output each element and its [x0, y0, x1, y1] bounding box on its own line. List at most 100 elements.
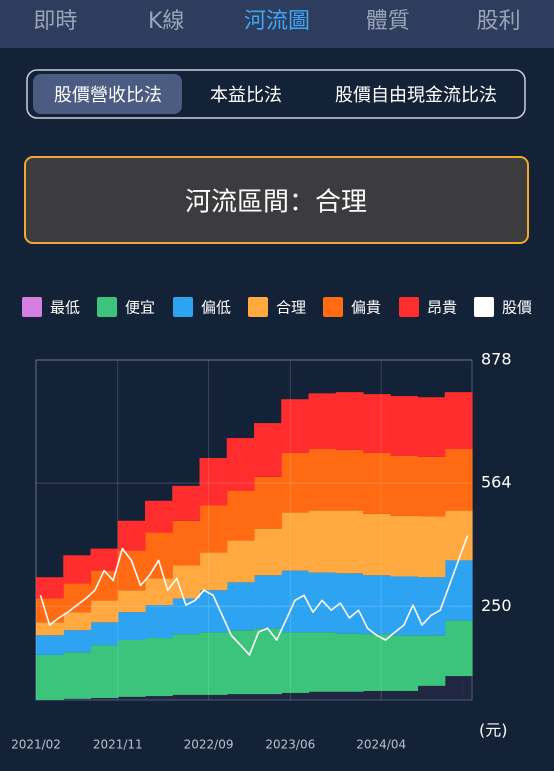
method-option[interactable]: 股價營收比法 — [54, 85, 162, 106]
band-segment — [453, 620, 464, 677]
band-segment — [72, 612, 83, 631]
band-segment — [54, 635, 64, 655]
x-tick-label: 2023/06 — [265, 738, 315, 752]
band-segment — [272, 575, 282, 629]
band-segment — [135, 550, 146, 591]
band-segment — [299, 512, 310, 571]
band-segment — [372, 575, 382, 635]
band-segment — [426, 397, 437, 457]
band-segment — [117, 590, 128, 613]
band-segment — [263, 476, 273, 529]
band-segment — [308, 632, 319, 692]
band-segment — [181, 485, 192, 521]
band-segment — [163, 696, 173, 700]
band-segment — [353, 510, 364, 574]
band-segment — [353, 633, 364, 692]
tab[interactable]: 體質 — [366, 9, 410, 34]
band-segment — [135, 696, 146, 700]
band-segment — [254, 694, 264, 700]
legend-label: 昂貴 — [427, 299, 457, 317]
band-segment — [326, 572, 337, 633]
band-segment — [399, 515, 410, 577]
band-segment — [408, 455, 419, 516]
band-segment — [199, 694, 210, 700]
band-segment — [335, 691, 346, 700]
band-segment — [199, 458, 210, 506]
band-segment — [363, 513, 373, 576]
band-segment — [244, 438, 255, 491]
tab[interactable]: 即時 — [33, 9, 77, 34]
band-segment — [254, 575, 264, 629]
legend-label: 股價 — [502, 299, 532, 317]
band-segment — [335, 392, 346, 450]
band-segment — [244, 582, 255, 631]
band-segment — [263, 423, 273, 477]
band-segment — [263, 628, 273, 695]
band-segment — [217, 458, 228, 506]
band-segment — [317, 449, 328, 511]
band-segment — [417, 635, 428, 686]
band-segment — [72, 698, 83, 700]
method-option[interactable]: 本益比法 — [210, 85, 282, 106]
band-segment — [453, 449, 464, 511]
band-segment — [435, 516, 446, 578]
band-segment — [181, 520, 192, 566]
band-segment — [108, 622, 119, 646]
band-segment — [163, 578, 173, 606]
band-segment — [226, 582, 237, 631]
band-segment — [453, 392, 464, 450]
tab[interactable]: 河流圖 — [244, 9, 310, 34]
band-segment — [190, 485, 201, 521]
band-segment — [45, 654, 55, 700]
band-segment — [135, 640, 146, 697]
y-tick-label: 250 — [481, 596, 512, 615]
band-segment — [317, 393, 328, 450]
price-line — [39, 535, 469, 656]
band-segment — [435, 685, 446, 700]
band-segment — [108, 570, 119, 601]
band-segment — [226, 694, 237, 700]
method-option[interactable]: 股價自由現金流比法 — [335, 85, 497, 106]
band-segment — [90, 645, 101, 699]
band-segment — [281, 570, 291, 633]
band-segment — [326, 510, 337, 573]
legend-swatch — [323, 297, 343, 317]
band-segment — [235, 694, 246, 700]
band-segment — [45, 635, 55, 655]
band-segment — [145, 578, 155, 606]
legend-swatch — [173, 297, 193, 317]
band-segment — [226, 630, 237, 695]
band-segment — [217, 590, 228, 633]
status-box — [24, 156, 529, 244]
band-segment — [126, 590, 137, 613]
band-segment — [453, 676, 464, 700]
legend-label: 偏貴 — [351, 299, 381, 317]
band-segment — [235, 540, 246, 583]
tab[interactable]: K線 — [148, 9, 184, 34]
band-segment — [145, 605, 155, 639]
band-segment — [226, 438, 237, 491]
band-segment — [408, 515, 419, 577]
band-segment — [163, 638, 173, 697]
band-segment — [254, 476, 264, 529]
band-segment — [281, 452, 291, 513]
band-segment — [63, 555, 73, 584]
tab[interactable]: 股利 — [477, 9, 521, 34]
band-segment — [54, 622, 64, 636]
band-segment — [344, 691, 355, 700]
band-segment — [145, 500, 155, 533]
band-segment — [54, 577, 64, 599]
band-segment — [154, 500, 164, 533]
band-segment — [317, 632, 328, 692]
band-segment — [390, 576, 400, 636]
legend-swatch — [22, 297, 42, 317]
band-segment — [208, 694, 219, 700]
band-segment — [363, 575, 373, 635]
legend-label: 偏低 — [201, 299, 231, 317]
band-segment — [290, 632, 301, 693]
band-segment — [326, 691, 337, 700]
band-segment — [154, 696, 164, 700]
legend-swatch — [399, 297, 419, 317]
band-segment — [272, 694, 282, 700]
band-segment — [272, 423, 282, 477]
